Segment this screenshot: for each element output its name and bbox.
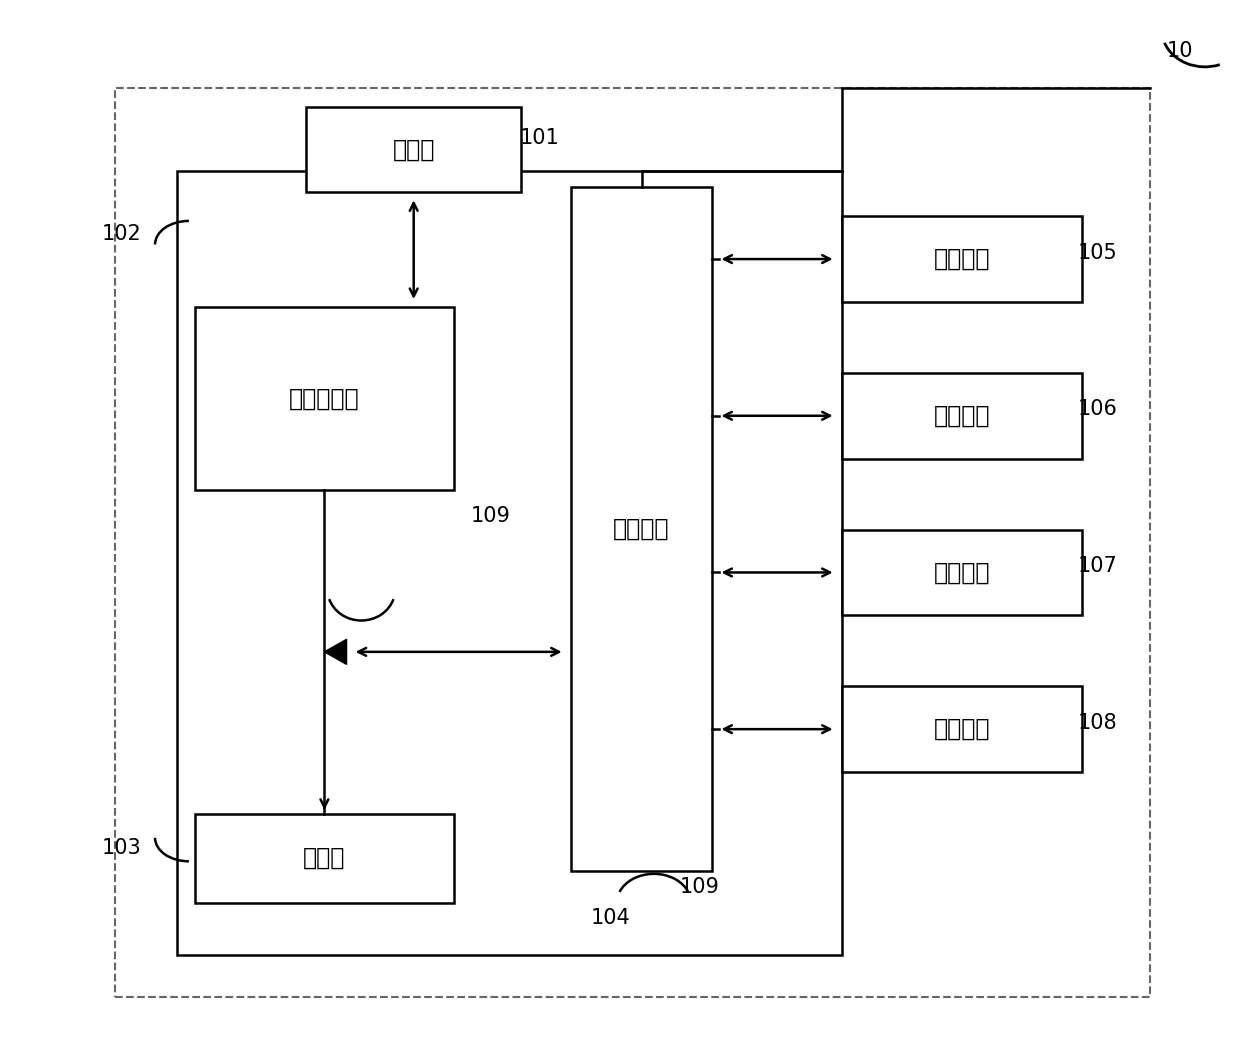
Text: 存储控制器: 存储控制器	[289, 386, 360, 411]
Bar	[195, 307, 454, 490]
Text: 102: 102	[102, 224, 141, 244]
Text: 104: 104	[590, 909, 630, 929]
Text: 109: 109	[680, 877, 720, 897]
Text: 109: 109	[471, 506, 511, 526]
Text: 107: 107	[1078, 556, 1117, 576]
Text: 10: 10	[1167, 41, 1194, 61]
Bar	[570, 187, 712, 871]
Text: 处理器: 处理器	[304, 847, 346, 870]
Text: 105: 105	[1078, 243, 1117, 263]
Text: 存储器: 存储器	[393, 137, 435, 161]
Text: 外设接口: 外设接口	[614, 517, 670, 541]
Text: 103: 103	[102, 838, 141, 858]
Text: 触控屏幕: 触控屏幕	[934, 717, 990, 741]
Bar	[306, 106, 522, 193]
Bar	[176, 172, 842, 955]
Bar	[842, 687, 1081, 772]
Text: 音频模块: 音频模块	[934, 560, 990, 584]
Polygon shape	[325, 639, 346, 664]
Text: 108: 108	[1078, 713, 1117, 733]
Bar	[842, 530, 1081, 615]
Text: 101: 101	[520, 127, 559, 147]
Text: 射频模块: 射频模块	[934, 247, 990, 271]
Bar	[115, 87, 1149, 996]
Bar	[842, 373, 1081, 459]
Bar	[842, 216, 1081, 302]
Text: 106: 106	[1078, 399, 1117, 419]
Bar	[195, 814, 454, 902]
Text: 按键模块: 按键模块	[934, 403, 990, 428]
